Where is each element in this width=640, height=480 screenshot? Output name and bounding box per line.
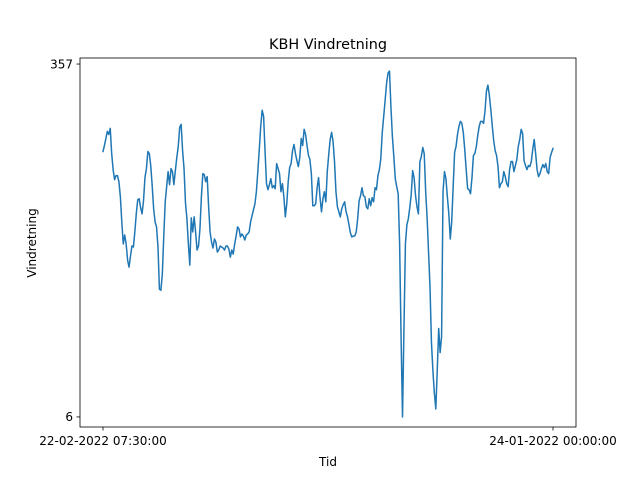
chart-title: KBH Vindretning — [269, 37, 387, 53]
y-tick-label: 6 — [65, 410, 73, 424]
y-axis-label: Vindretning — [25, 208, 39, 277]
x-tick-label: 22-02-2022 07:30:00 — [39, 434, 166, 448]
y-tick-label: 357 — [50, 57, 73, 71]
plot-area — [80, 58, 576, 427]
x-tick-label: 24-01-2022 00:00:00 — [489, 434, 616, 448]
x-axis-label: Tid — [318, 455, 337, 469]
y-axis: 6 357 — [50, 57, 80, 424]
series-line — [102, 70, 554, 418]
axes-frame — [79, 57, 577, 428]
x-axis: 22-02-2022 07:30:00 24-01-2022 00:00:00 — [39, 427, 617, 448]
